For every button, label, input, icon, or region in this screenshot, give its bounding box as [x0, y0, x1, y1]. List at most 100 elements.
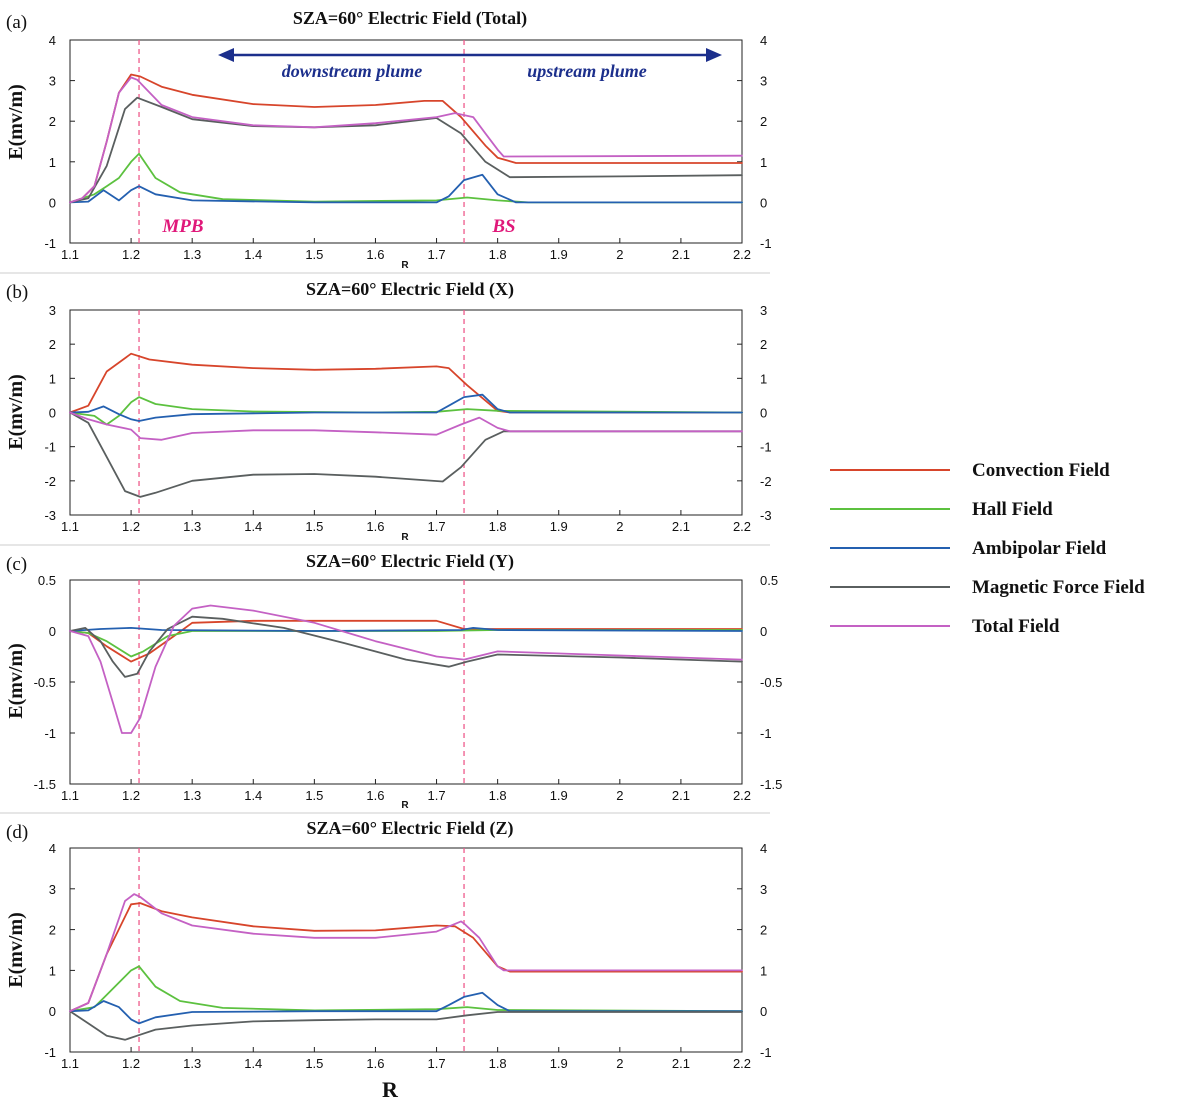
- xtick-label: 1.4: [244, 519, 262, 534]
- ytick-label: 4: [49, 33, 56, 48]
- series-ambipolar: [69, 627, 743, 632]
- ytick-label: -1: [44, 1045, 56, 1060]
- xtick-label: 1.8: [489, 788, 507, 803]
- series-total: [69, 604, 743, 734]
- xtick-label: 1.2: [122, 247, 140, 262]
- legend-label-magnetic: Magnetic Force Field: [972, 577, 1145, 598]
- panel-b-label: (b): [6, 282, 28, 303]
- panel-a: (a) SZA=60° Electric Field (Total) E(mv/…: [5, 8, 772, 271]
- ytick-label: 4: [760, 33, 767, 48]
- panel-c: (c) SZA=60° Electric Field (Y) E(mv/m) -…: [5, 551, 782, 811]
- ytick-label: -2: [44, 474, 56, 489]
- series-hall: [69, 965, 743, 1013]
- ytick-label: -1: [44, 726, 56, 741]
- xtick-label: 1.1: [61, 1056, 79, 1071]
- xtick-label: 1.3: [183, 1056, 201, 1071]
- panel-a-label: (a): [6, 12, 27, 33]
- ytick-label: 0: [49, 624, 56, 639]
- xtick-label: 1.9: [550, 519, 568, 534]
- panel-c-markers: [138, 580, 465, 784]
- xtick-label: 1.1: [61, 247, 79, 262]
- ytick-label: 0: [760, 624, 767, 639]
- xtick-label: 2: [616, 519, 623, 534]
- xtick-label: 1.5: [305, 1056, 323, 1071]
- panel-d-xlabel: R: [382, 1077, 399, 1102]
- xtick-label: 1.6: [366, 788, 384, 803]
- xtick-label: 1.8: [489, 519, 507, 534]
- series-convection: [69, 352, 743, 414]
- ytick-label: 1: [760, 963, 767, 978]
- ytick-label: -1: [760, 440, 772, 455]
- ytick-label: -2: [760, 474, 772, 489]
- downstream-plume-label: downstream plume: [282, 61, 423, 81]
- bs-label: BS: [491, 216, 515, 237]
- ytick-label: 0.5: [38, 573, 56, 588]
- ytick-label: 3: [49, 303, 56, 318]
- series-total: [69, 893, 743, 1013]
- series-hall: [69, 152, 743, 204]
- xtick-label: 1.1: [61, 519, 79, 534]
- panel-a-xlabel: R: [401, 260, 409, 271]
- panel-b-xlabel: R: [401, 532, 409, 543]
- xtick-label: 1.8: [489, 1056, 507, 1071]
- series-total: [69, 76, 743, 204]
- panel-a-frame: [69, 39, 743, 244]
- xtick-label: 1.6: [366, 519, 384, 534]
- xtick-label: 2.1: [672, 788, 690, 803]
- ytick-label: -1: [760, 726, 772, 741]
- series-magnetic: [69, 411, 743, 498]
- panel-a-series: [69, 73, 743, 204]
- upstream-plume-label: upstream plume: [527, 61, 647, 81]
- ytick-label: 0: [760, 195, 767, 210]
- ytick-label: 0: [760, 1004, 767, 1019]
- xtick-label: 1.5: [305, 519, 323, 534]
- ytick-label: 0: [49, 406, 56, 421]
- panel-d-label: (d): [6, 822, 28, 843]
- xtick-label: 1.6: [366, 247, 384, 262]
- panel-b-series: [69, 352, 743, 498]
- xtick-label: 1.5: [305, 247, 323, 262]
- ytick-label: 2: [49, 923, 56, 938]
- xtick-label: 2.2: [733, 1056, 751, 1071]
- ytick-label: -1: [760, 236, 772, 251]
- xtick-label: 1.2: [122, 519, 140, 534]
- xtick-label: 2.1: [672, 247, 690, 262]
- ytick-label: 3: [49, 882, 56, 897]
- xtick-label: 2: [616, 788, 623, 803]
- ytick-label: 1: [49, 371, 56, 386]
- ytick-label: 3: [760, 882, 767, 897]
- series-hall: [69, 396, 743, 426]
- ytick-label: 0: [49, 1004, 56, 1019]
- series-ambipolar: [69, 991, 743, 1025]
- ytick-label: 0: [760, 406, 767, 421]
- panel-c-xticks: 1.1 1.2 1.3 1.4 1.5 1.6 1.7 1.8 1.9 2 2.1 2.2: [61, 779, 751, 803]
- panel-d-xticks: 1.1 1.2 1.3 1.4 1.5 1.6 1.7 1.8 1.9 2 2.1 2.2: [61, 1047, 751, 1071]
- panel-c-xlabel: R: [401, 800, 409, 811]
- legend-label-ambipolar: Ambipolar Field: [972, 538, 1107, 559]
- xtick-label: 1.3: [183, 788, 201, 803]
- xtick-label: 1.7: [428, 788, 446, 803]
- xtick-label: 1.1: [61, 788, 79, 803]
- xtick-label: 1.4: [244, 1056, 262, 1071]
- ytick-label: 4: [49, 841, 56, 856]
- ytick-label: 2: [760, 337, 767, 352]
- ytick-label: -0.5: [760, 675, 782, 690]
- xtick-label: 1.7: [428, 247, 446, 262]
- panel-d-title: SZA=60° Electric Field (Z): [307, 818, 514, 839]
- xtick-label: 1.2: [122, 788, 140, 803]
- panel-a-yticks-left: -1 0 1 2 3 4: [44, 33, 75, 251]
- xtick-label: 1.2: [122, 1056, 140, 1071]
- series-total: [69, 411, 743, 441]
- xtick-label: 2.2: [733, 788, 751, 803]
- panel-c-yticks-right: -1.5 -1 -0.5 0 0.5: [737, 573, 782, 792]
- panel-b-ylabel: E(mv/m): [5, 374, 27, 450]
- panel-d-markers: [138, 848, 465, 1052]
- ytick-label: -1.5: [760, 777, 782, 792]
- panel-b-markers: [138, 310, 465, 515]
- panel-a-markers: [138, 40, 465, 243]
- xtick-label: 1.9: [550, 1056, 568, 1071]
- series-magnetic: [69, 1010, 743, 1041]
- panel-d: (d) SZA=60° Electric Field (Z) E(mv/m) -…: [5, 818, 772, 1102]
- xtick-label: 2: [616, 1056, 623, 1071]
- ytick-label: 3: [49, 74, 56, 89]
